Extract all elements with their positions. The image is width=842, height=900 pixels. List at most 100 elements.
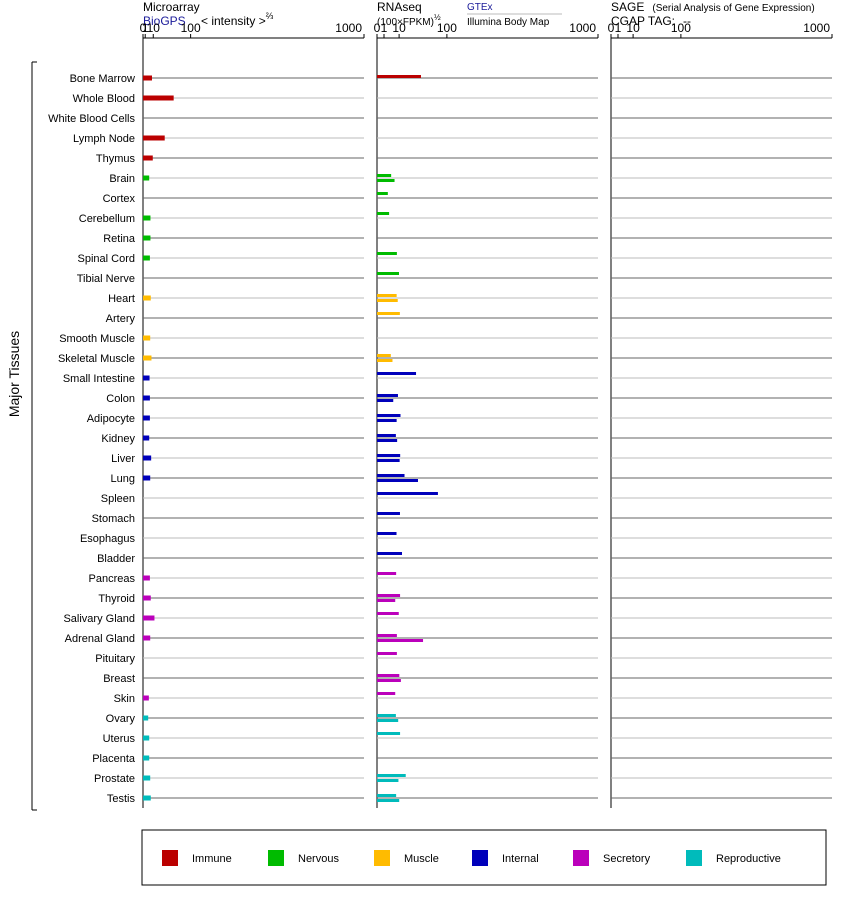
microarray-bar [143, 175, 150, 181]
row-label: Spinal Cord [78, 253, 135, 265]
rnaseq-bar [377, 639, 424, 642]
legend-swatch-internal [472, 850, 488, 866]
row-label: Adipocyte [87, 413, 135, 425]
legend-swatch-immune [162, 850, 178, 866]
microarray-bar [143, 335, 151, 341]
row-label: Brain [109, 173, 135, 185]
row-label: Heart [108, 293, 135, 305]
microarray-bar [143, 215, 151, 221]
rnaseq-bar [377, 719, 399, 722]
row-label: Smooth Muscle [59, 333, 135, 345]
legend-label-secretory: Secretory [603, 853, 651, 865]
microarray-source[interactable]: BioGPS [143, 14, 186, 28]
microarray-bar [143, 135, 165, 141]
microarray-bar [143, 735, 150, 741]
microarray-bar [143, 755, 150, 761]
legend-swatch-reproductive [686, 850, 702, 866]
row-label: Retina [103, 233, 136, 245]
microarray-bar [143, 235, 151, 241]
rnaseq-bar [377, 492, 438, 495]
row-label: Spleen [101, 493, 135, 505]
row-label: Testis [107, 793, 136, 805]
panel-0-tick-label: 100 [181, 21, 201, 35]
panel-2-tick-label: 10 [626, 21, 640, 35]
microarray-bar [143, 715, 149, 721]
rnaseq-bar [377, 532, 397, 535]
row-label: Stomach [92, 513, 135, 525]
row-label: Artery [106, 313, 136, 325]
legend-label-muscle: Muscle [404, 853, 439, 865]
microarray-bar [143, 435, 150, 441]
microarray-bar [143, 615, 155, 621]
rnaseq-bar [377, 212, 390, 215]
microarray-bar [143, 575, 150, 581]
rnaseq-bar [377, 294, 397, 297]
microarray-bar [143, 595, 151, 601]
microarray-bar [143, 95, 174, 101]
legend-label-internal: Internal [502, 853, 539, 865]
rnaseq-bodymap-label: Illumina Body Map [467, 17, 550, 28]
rnaseq-bar [377, 714, 396, 717]
panel-0-tick-label: 1000 [335, 21, 362, 35]
rnaseq-bar [377, 354, 391, 357]
sage-title-text: SAGE [611, 0, 644, 14]
rnaseq-bar [377, 434, 396, 437]
microarray-bar [143, 775, 151, 781]
rnaseq-bar [377, 192, 388, 195]
sage-title: SAGE (Serial Analysis of Gene Expression) [611, 0, 815, 14]
rnaseq-bar [377, 674, 400, 677]
row-label: Adrenal Gland [65, 633, 135, 645]
legend-swatch-nervous [268, 850, 284, 866]
row-label: Prostate [94, 773, 135, 785]
microarray-bar [143, 635, 151, 641]
row-label: Pancreas [89, 573, 136, 585]
row-label: Bladder [97, 553, 135, 565]
microarray-bar [143, 75, 152, 81]
rnaseq-bar [377, 419, 397, 422]
rnaseq-gtex-label[interactable]: GTEx [467, 2, 493, 13]
rnaseq-bar [377, 454, 401, 457]
side-label: Major Tissues [6, 331, 22, 417]
legend-label-immune: Immune [192, 853, 232, 865]
microarray-bar [143, 295, 151, 301]
microarray-bar [143, 415, 150, 421]
rnaseq-bar [377, 599, 396, 602]
panel-0-tick-label: 10 [147, 21, 161, 35]
rnaseq-unit-text: (100×FPKM) [377, 17, 434, 28]
legend-label-reproductive: Reproductive [716, 853, 781, 865]
panel-2-tick-label: 1 [615, 21, 622, 35]
rnaseq-bar [377, 779, 399, 782]
rows-layer: Bone Marrow Whole Blood White Blood Cells L… [48, 73, 832, 805]
panel-2-tick-label: 100 [671, 21, 691, 35]
rnaseq-title: RNAseq [377, 0, 422, 14]
microarray-bar [143, 395, 150, 401]
row-label: Kidney [101, 433, 135, 445]
panel-1-tick-label: 1000 [569, 21, 596, 35]
microarray-bar [143, 255, 150, 261]
microarray-bar [143, 795, 151, 801]
microarray-bar [143, 475, 151, 481]
microarray-unit-text: < intensity > [201, 14, 266, 28]
row-label: White Blood Cells [48, 113, 135, 125]
row-label: Skeletal Muscle [58, 353, 135, 365]
microarray-bar [143, 375, 150, 381]
rnaseq-bar [377, 414, 401, 417]
panel-1-tick-label: 100 [437, 21, 457, 35]
rnaseq-bar [377, 692, 396, 695]
rnaseq-bar [377, 272, 399, 275]
rnaseq-bar [377, 552, 403, 555]
row-label: Breast [103, 673, 135, 685]
bars-layer [143, 75, 438, 802]
rnaseq-bar [377, 399, 394, 402]
panel-2-tick-label: 1000 [803, 21, 830, 35]
microarray-bar [143, 155, 153, 161]
panel-2-tick-label: 0 [608, 21, 615, 35]
legend-swatch-secretory [573, 850, 589, 866]
rnaseq-bar [377, 179, 395, 182]
row-label: Cortex [103, 193, 136, 205]
rnaseq-bar [377, 679, 401, 682]
rnaseq-bar [377, 312, 400, 315]
row-label: Whole Blood [73, 93, 135, 105]
row-label: Tibial Nerve [77, 273, 135, 285]
rnaseq-bar [377, 359, 393, 362]
